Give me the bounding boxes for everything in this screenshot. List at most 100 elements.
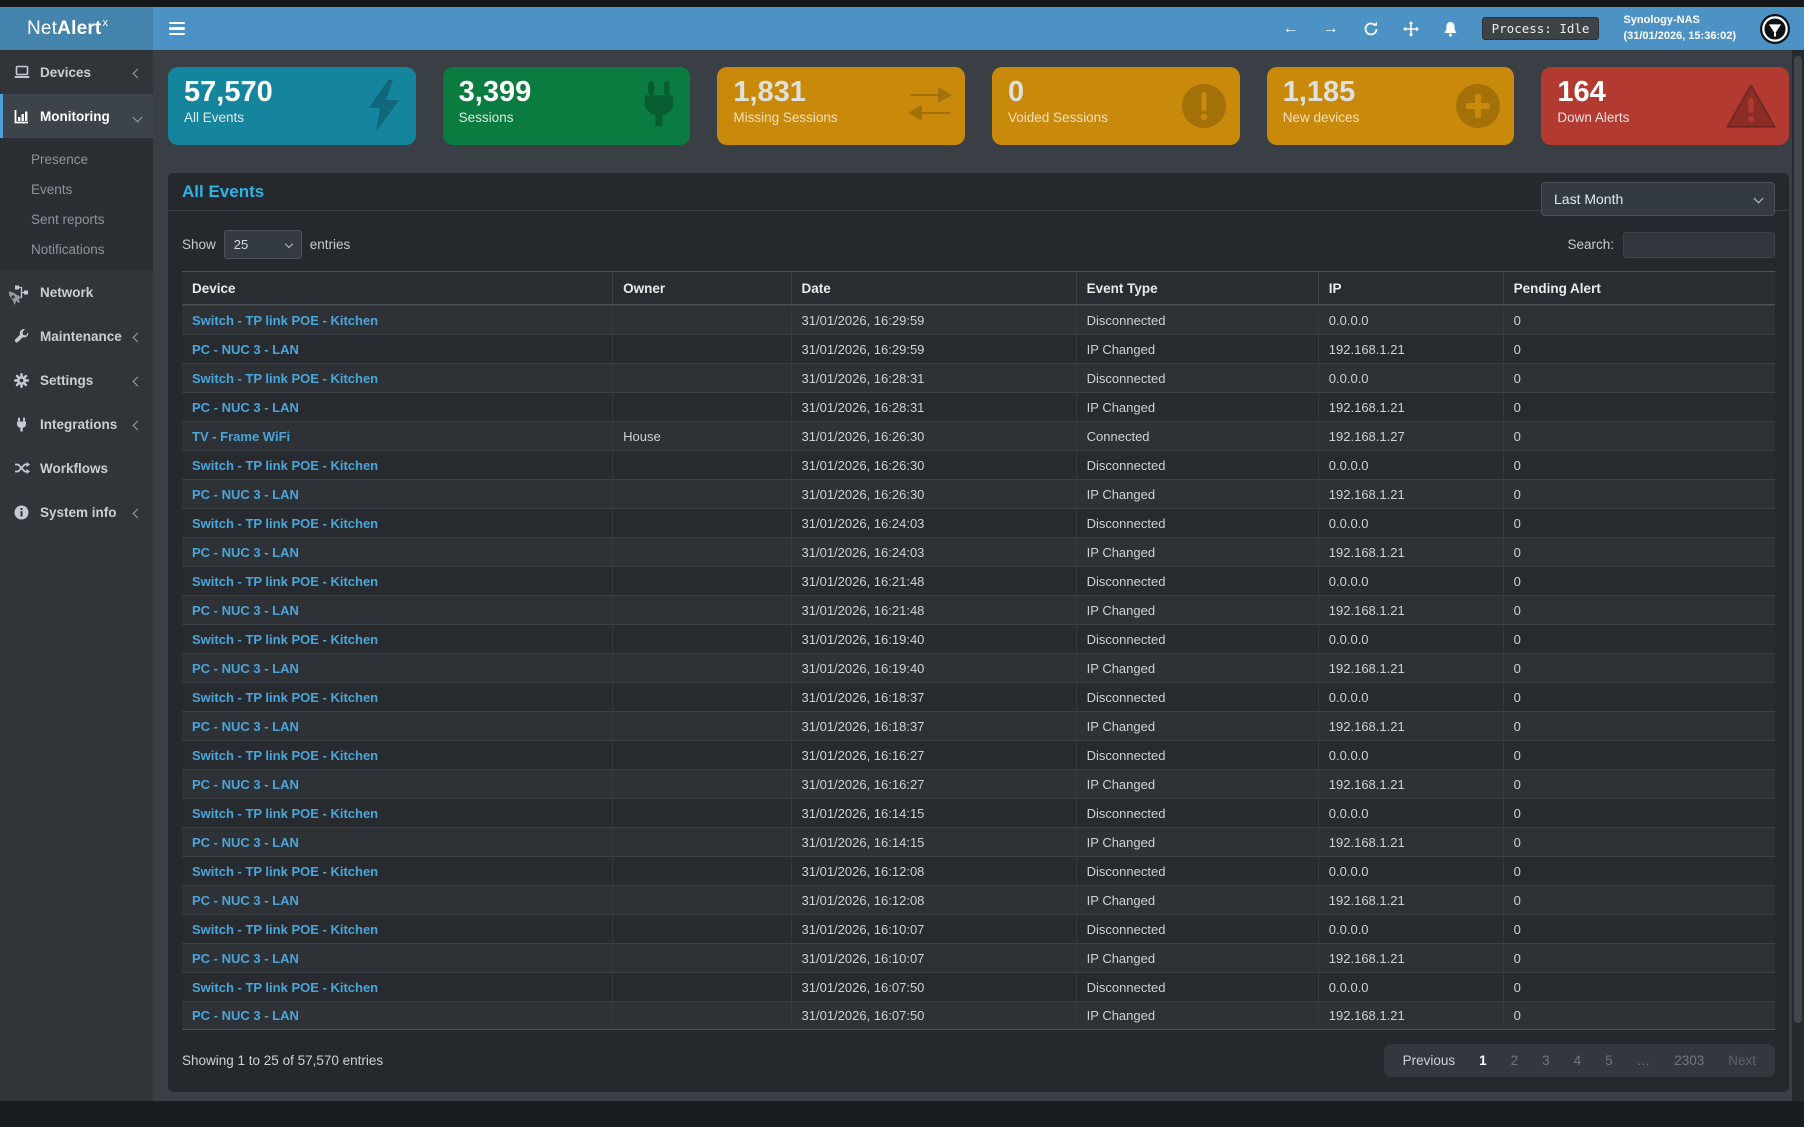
cell-ip: 0.0.0.0 (1317, 682, 1503, 711)
column-header-event-type[interactable]: Event Type (1075, 271, 1318, 305)
cell-device[interactable]: PC - NUC 3 - LAN (182, 769, 613, 798)
sidebar-item-system-info[interactable]: System info (0, 490, 153, 534)
move-icon[interactable] (1402, 20, 1419, 37)
window-bottom-edge (0, 1101, 1804, 1127)
page-size-select[interactable]: 25 (223, 230, 302, 259)
pagination-page-5[interactable]: 5 (1605, 1053, 1613, 1068)
search-input[interactable] (1623, 231, 1775, 258)
table-row[interactable]: PC - NUC 3 - LAN 31/01/2026, 16:19:40 IP C… (182, 653, 1775, 682)
cell-device[interactable]: PC - NUC 3 - LAN (182, 943, 613, 972)
sidebar-item-devices[interactable]: Devices (0, 50, 153, 94)
pagination-page-2[interactable]: 2 (1510, 1053, 1519, 1068)
cell-device[interactable]: Switch - TP link POE - Kitchen (182, 508, 613, 537)
sidebar-item-integrations[interactable]: Integrations (0, 402, 153, 446)
pagination-previous[interactable]: Previous (1402, 1053, 1456, 1068)
cell-device[interactable]: Switch - TP link POE - Kitchen (182, 856, 613, 885)
cell-device[interactable]: PC - NUC 3 - LAN (182, 1001, 613, 1030)
sidebar-item-settings[interactable]: Settings (0, 358, 153, 402)
table-row[interactable]: Switch - TP link POE - Kitchen 31/01/2026… (182, 740, 1775, 769)
column-header-device[interactable]: Device (182, 271, 613, 305)
cell-device[interactable]: Switch - TP link POE - Kitchen (182, 624, 613, 653)
submenu-item-events[interactable]: Events (31, 181, 73, 197)
column-header-ip[interactable]: IP (1317, 271, 1503, 305)
table-row[interactable]: Switch - TP link POE - Kitchen 31/01/2026… (182, 508, 1775, 537)
cell-device[interactable]: Switch - TP link POE - Kitchen (182, 450, 613, 479)
hamburger-menu-icon[interactable] (169, 21, 185, 36)
table-row[interactable]: Switch - TP link POE - Kitchen 31/01/2026… (182, 363, 1775, 392)
table-row[interactable]: PC - NUC 3 - LAN 31/01/2026, 16:28:31 IP C… (182, 392, 1775, 421)
table-row[interactable]: Switch - TP link POE - Kitchen 31/01/2026… (182, 798, 1775, 827)
cell-device[interactable]: PC - NUC 3 - LAN (182, 595, 613, 624)
cell-device[interactable]: TV - Frame WiFi (182, 421, 613, 450)
table-row[interactable]: Switch - TP link POE - Kitchen 31/01/2026… (182, 450, 1775, 479)
scrollbar-thumb[interactable] (1794, 56, 1802, 1023)
cell-device[interactable]: PC - NUC 3 - LAN (182, 334, 613, 363)
cell-device[interactable]: Switch - TP link POE - Kitchen (182, 798, 613, 827)
cell-device[interactable]: Switch - TP link POE - Kitchen (182, 914, 613, 943)
card-missing-sessions[interactable]: 1,831 Missing Sessions (717, 67, 966, 145)
cell-device[interactable]: Switch - TP link POE - Kitchen (182, 740, 613, 769)
cell-device[interactable]: PC - NUC 3 - LAN (182, 537, 613, 566)
card-voided-sessions[interactable]: 0 Voided Sessions (992, 67, 1240, 145)
cell-device[interactable]: PC - NUC 3 - LAN (182, 653, 613, 682)
table-row[interactable]: PC - NUC 3 - LAN 31/01/2026, 16:14:15 IP C… (182, 827, 1775, 856)
back-arrow-icon[interactable]: ← (1282, 19, 1299, 37)
table-row[interactable]: PC - NUC 3 - LAN 31/01/2026, 16:26:30 IP C… (182, 479, 1775, 508)
period-select[interactable]: Last Month (1541, 182, 1775, 216)
table-row[interactable]: Switch - TP link POE - Kitchen 31/01/2026… (182, 682, 1775, 711)
cell-device[interactable]: PC - NUC 3 - LAN (182, 392, 613, 421)
cell-device[interactable]: Switch - TP link POE - Kitchen (182, 682, 613, 711)
table-row[interactable]: PC - NUC 3 - LAN 31/01/2026, 16:16:27 IP C… (182, 769, 1775, 798)
card-new-devices[interactable]: 1,185 New devices (1266, 67, 1515, 145)
cell-device[interactable]: Switch - TP link POE - Kitchen (182, 305, 613, 334)
table-row[interactable]: Switch - TP link POE - Kitchen 31/01/2026… (182, 914, 1775, 943)
bell-icon[interactable] (1443, 21, 1458, 37)
table-row[interactable]: PC - NUC 3 - LAN 31/01/2026, 16:29:59 IP C… (182, 334, 1775, 363)
cell-event-type: IP Changed (1075, 479, 1318, 508)
table-row[interactable]: PC - NUC 3 - LAN 31/01/2026, 16:12:08 IP C… (182, 885, 1775, 914)
pagination-page-1[interactable]: 1 (1479, 1053, 1487, 1068)
table-row[interactable]: TV - Frame WiFi House 31/01/2026, 16:26:30… (182, 421, 1775, 450)
sidebar-item-workflows[interactable]: Workflows (0, 446, 153, 490)
pagination-page-3[interactable]: 3 (1542, 1053, 1550, 1068)
refresh-icon[interactable] (1363, 21, 1379, 37)
table-row[interactable]: Switch - TP link POE - Kitchen 31/01/2026… (182, 305, 1775, 334)
table-row[interactable]: Switch - TP link POE - Kitchen 31/01/2026… (182, 624, 1775, 653)
submenu-item-presence[interactable]: Presence (31, 151, 89, 167)
table-row[interactable]: Switch - TP link POE - Kitchen 31/01/2026… (182, 856, 1775, 885)
table-row[interactable]: PC - NUC 3 - LAN 31/01/2026, 16:07:50 IP C… (182, 1001, 1775, 1030)
cell-device[interactable]: PC - NUC 3 - LAN (182, 479, 613, 508)
table-row[interactable]: Switch - TP link POE - Kitchen 31/01/2026… (182, 566, 1775, 595)
table-row[interactable]: Switch - TP link POE - Kitchen 31/01/2026… (182, 972, 1775, 1001)
cell-pending-alert: 0 (1502, 972, 1775, 1001)
table-row[interactable]: PC - NUC 3 - LAN 31/01/2026, 16:24:03 IP C… (182, 537, 1775, 566)
cell-owner (612, 972, 791, 1001)
table-row[interactable]: PC - NUC 3 - LAN 31/01/2026, 16:10:07 IP C… (182, 943, 1775, 972)
column-header-date[interactable]: Date (790, 271, 1076, 305)
cell-device[interactable]: Switch - TP link POE - Kitchen (182, 972, 613, 1001)
forward-arrow-icon[interactable]: → (1322, 19, 1339, 37)
pagination-next[interactable]: Next (1728, 1053, 1756, 1068)
card-sessions[interactable]: 3,399 Sessions (442, 67, 691, 145)
card-down-alerts[interactable]: 164 Down Alerts (1541, 67, 1790, 145)
table-row[interactable]: PC - NUC 3 - LAN 31/01/2026, 16:18:37 IP C… (182, 711, 1775, 740)
cell-date: 31/01/2026, 16:16:27 (790, 769, 1076, 798)
column-header-pending-alert[interactable]: Pending Alert (1502, 271, 1775, 305)
column-header-owner[interactable]: Owner (612, 271, 791, 305)
cell-device[interactable]: PC - NUC 3 - LAN (182, 827, 613, 856)
cell-device[interactable]: PC - NUC 3 - LAN (182, 711, 613, 740)
user-avatar[interactable] (1760, 13, 1790, 44)
cell-device[interactable]: Switch - TP link POE - Kitchen (182, 363, 613, 392)
cell-device[interactable]: Switch - TP link POE - Kitchen (182, 566, 613, 595)
submenu-item-notifications[interactable]: Notifications (31, 241, 105, 257)
cell-device[interactable]: PC - NUC 3 - LAN (182, 885, 613, 914)
submenu-item-sent-reports[interactable]: Sent reports (31, 211, 105, 227)
sidebar-item-monitoring[interactable]: Monitoring (0, 94, 153, 138)
pagination-page-4[interactable]: 4 (1573, 1053, 1582, 1068)
cell-owner (612, 943, 791, 972)
pagination-page-2303[interactable]: 2303 (1674, 1053, 1705, 1068)
table-row[interactable]: PC - NUC 3 - LAN 31/01/2026, 16:21:48 IP C… (182, 595, 1775, 624)
sidebar-item-maintenance[interactable]: Maintenance (0, 314, 153, 358)
app-logo[interactable]: Net Alert x (0, 7, 153, 50)
card-all-events[interactable]: 57,570 All Events (168, 67, 416, 145)
